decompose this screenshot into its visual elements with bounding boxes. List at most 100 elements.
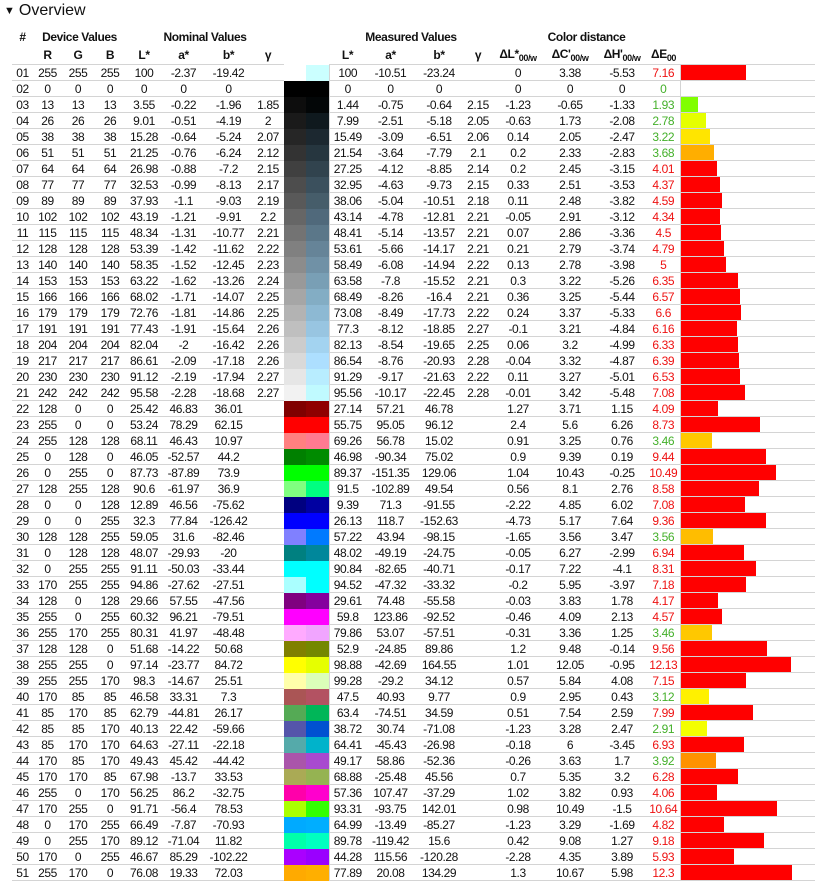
nominal-a: -2.28 [162,384,205,401]
measured-b: -37.29 [415,784,463,801]
delta-e-bar-cell [679,720,815,737]
measured-a: -6.08 [366,256,415,273]
delta-e: 3.46 [647,624,680,641]
device-b: 64 [94,160,126,177]
measured-b: -14.94 [415,256,463,273]
table-row: 40 170 85 85 46.58 33.31 7.3 47.5 40.93 9.77 0.9 2.… [12,688,815,705]
delta-h: -4.84 [597,320,647,337]
delta-e-bar-cell [679,448,815,465]
nominal-a: 22.42 [162,720,205,737]
measured-l: 77.3 [328,320,366,337]
row-number: 43 [12,736,33,753]
nominal-color-swatch [284,768,307,785]
nominal-color-swatch [284,352,307,369]
delta-h: 3.2 [597,768,647,785]
delta-e-bar-cell [679,432,815,449]
delta-h: 1.7 [597,752,647,769]
measured-b: 0 [415,80,463,97]
row-number: 13 [12,256,33,273]
nominal-b: -19.42 [205,64,252,81]
device-g: 0 [62,80,94,97]
delta-h: 3.47 [597,528,647,545]
color-swatch [284,736,329,753]
nominal-gamma [252,848,284,865]
delta-h: 7.64 [597,512,647,529]
device-g: 255 [62,656,94,673]
device-g: 0 [62,784,94,801]
nominal-b: -4.19 [205,112,252,129]
row-number: 40 [12,688,33,705]
delta-l: -0.26 [493,752,543,769]
column-header: L* [329,45,366,65]
nominal-b: 36.9 [205,480,252,497]
nominal-a: 31.6 [162,528,205,545]
nominal-gamma [252,656,284,673]
delta-c: 3.25 [543,432,597,449]
nominal-a: -0.76 [162,144,205,161]
nominal-b: -11.62 [205,240,252,257]
nominal-gamma [252,768,284,785]
column-header-label: R [43,47,52,62]
device-b: 0 [94,400,126,417]
device-g: 170 [62,864,94,881]
measured-l: 91.29 [328,368,366,385]
nominal-l: 91.12 [126,368,162,385]
column-header [284,45,329,65]
nominal-gamma: 2.26 [252,352,284,369]
delta-e: 0 [647,80,680,97]
nominal-color-swatch [284,496,307,513]
delta-c: 3.37 [543,304,597,321]
measured-a: 30.74 [366,720,415,737]
measured-a: -119.42 [366,832,415,849]
color-swatch [284,640,329,657]
device-g: 191 [62,320,94,337]
delta-e-bar [681,561,757,576]
measured-b: 75.02 [415,448,463,465]
nominal-l: 63.22 [126,272,162,289]
device-r: 191 [33,320,62,337]
row-number: 27 [12,480,33,497]
row-number: 34 [12,592,33,609]
measured-b: -12.81 [415,208,463,225]
measured-b: 15.6 [415,832,463,849]
section-title: Overview [18,2,86,19]
delta-h: 2.47 [597,720,647,737]
measured-a: -13.49 [366,816,415,833]
delta-l: -4.73 [493,512,543,529]
measured-gamma: 2.06 [463,128,493,145]
delta-e-bar-cell [679,416,815,433]
measured-b: -23.24 [415,64,463,81]
nominal-color-swatch [284,864,307,881]
delta-e-bar [681,289,741,304]
delta-e-bar [681,865,793,880]
nominal-b: -5.24 [205,128,252,145]
delta-e-bar-cell [679,112,815,129]
measured-color-swatch [306,176,329,193]
measured-color-swatch [306,464,329,481]
nominal-a: -7.87 [162,816,205,833]
nominal-l: 25.42 [126,400,162,417]
device-g: 89 [62,192,94,209]
delta-e-bar [681,817,725,832]
nominal-color-swatch [284,464,307,481]
measured-b: -0.64 [415,96,463,113]
measured-b: -57.51 [415,624,463,641]
nominal-l: 12.89 [126,496,162,513]
nominal-l: 29.66 [126,592,162,609]
nominal-gamma: 2.23 [252,256,284,273]
table-row: 37 128 128 0 51.68 -14.22 50.68 52.9 -24.85 89.86… [12,640,815,657]
nominal-b: 25.51 [205,672,252,689]
nominal-gamma [252,640,284,657]
nominal-b: -15.64 [205,320,252,337]
measured-color-swatch [306,752,329,769]
measured-color-swatch [306,544,329,561]
overview-section-toggle[interactable]: ▼ Overview [4,2,86,20]
measured-a: 123.86 [366,608,415,625]
table-row: 48 0 170 255 66.49 -7.87 -70.93 64.99 -13.49 -85.… [12,816,815,833]
table-row: 42 85 85 170 40.13 22.42 -59.66 38.72 30.74 -71.0… [12,720,815,737]
table-row: 46 255 0 170 56.25 86.2 -32.75 57.36 107.47 -37.2… [12,784,815,801]
nominal-gamma [252,688,284,705]
measured-b: -55.58 [415,592,463,609]
nominal-b: 0 [205,80,252,97]
delta-e: 2.78 [647,112,680,129]
